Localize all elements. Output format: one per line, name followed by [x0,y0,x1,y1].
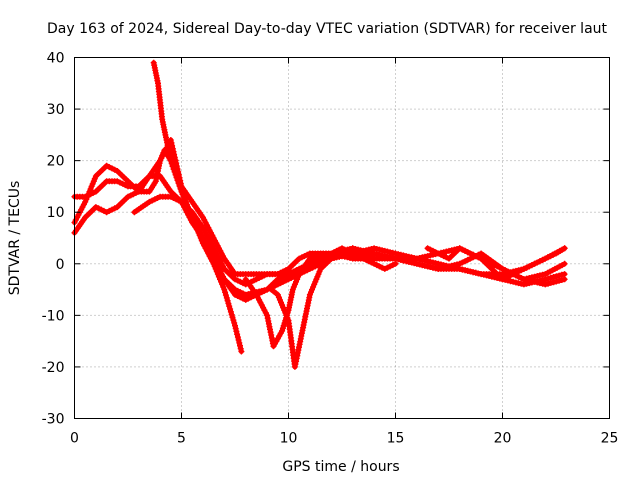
data-series [71,59,568,370]
y-tick-label: 10 [47,205,65,221]
y-tick-label: 40 [47,51,65,67]
plot-frame [74,57,610,419]
plus-markers [242,245,399,350]
y-tick-label: 30 [47,102,65,118]
x-tick-label: 5 [177,431,186,447]
series-6 [242,245,399,350]
series-markers [268,245,378,370]
x-tick-label: 10 [280,431,298,447]
x-tick-label: 15 [387,431,405,447]
y-tick-label: 0 [56,257,65,273]
series-markers [242,245,399,350]
axis-ticks: 0 5 10 15 20 25 -30 -20 -10 0 10 20 30 40 [42,51,619,447]
x-tick-label: 0 [70,431,79,447]
y-tick-label: -20 [42,360,65,376]
x-tick-label: 25 [601,431,619,447]
series-markers [424,245,568,283]
plus-markers [268,245,378,370]
series-8 [424,245,568,283]
plus-markers [424,245,568,283]
y-tick-label: -30 [42,412,65,428]
chart-title: Day 163 of 2024, Sidereal Day-to-day VTE… [47,21,608,37]
y-axis-label: SDTVAR / TECUs [7,181,23,296]
y-tick-label: 20 [47,154,65,170]
series-7 [268,245,378,370]
x-axis-label: GPS time / hours [282,459,399,475]
x-tick-label: 20 [494,431,512,447]
grid-lines [74,57,610,419]
y-tick-label: -10 [42,308,65,324]
